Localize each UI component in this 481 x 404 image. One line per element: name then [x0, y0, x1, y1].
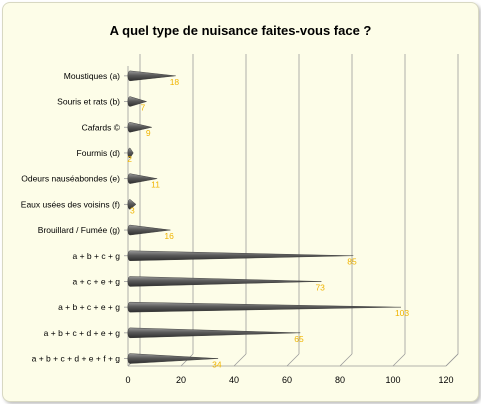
data-label: 18	[170, 77, 180, 87]
chart-title: A quel type de nuisance faites-vous face…	[109, 23, 372, 38]
bar	[127, 147, 134, 159]
x-tick-label: 100	[385, 375, 400, 385]
data-label: 11	[151, 180, 160, 190]
data-label: 9	[146, 128, 151, 138]
x-tick-label: 40	[229, 375, 239, 385]
x-tick-label: 120	[438, 375, 453, 385]
bar	[127, 173, 158, 184]
data-label: 65	[294, 334, 304, 344]
category-label: Brouillard / Fumée (g)	[38, 225, 120, 235]
category-label: Cafards ©	[82, 122, 121, 132]
category-label: Moustiques (a)	[64, 71, 120, 81]
floor-gridline	[233, 353, 247, 367]
data-label: 103	[395, 308, 409, 318]
category-label: a + b + c + e + g	[58, 302, 120, 312]
bar	[127, 327, 301, 339]
data-labels: 18 7 9 2 11 3 16 85 73 103 65 34	[127, 77, 409, 370]
data-label: 73	[315, 282, 325, 292]
data-label: 2	[127, 154, 132, 164]
bar	[127, 70, 176, 82]
x-tick-label: 20	[176, 375, 186, 385]
category-labels: Moustiques (a) Souris et rats (b) Cafards …	[21, 71, 121, 364]
bar	[127, 199, 137, 210]
x-tick-label: 0	[125, 375, 130, 385]
floor-gridline	[392, 353, 406, 367]
bar	[127, 224, 171, 236]
bar	[127, 96, 148, 107]
x-tick-label: 80	[335, 375, 345, 385]
data-label: 34	[212, 360, 222, 370]
x-tick-label: 60	[282, 375, 292, 385]
floor-gridline	[286, 353, 300, 367]
category-label: a + c + e + g	[73, 276, 121, 286]
floor-edge-line	[445, 353, 459, 367]
data-label: 16	[164, 231, 174, 241]
data-label: 3	[130, 205, 135, 215]
bar	[127, 301, 401, 313]
category-label: Eaux usées des voisins (f)	[21, 199, 120, 209]
bar	[127, 250, 354, 261]
bar	[127, 122, 152, 133]
category-label: Souris et rats (b)	[57, 97, 120, 107]
category-label: a + b + c + g	[73, 251, 121, 261]
data-label: 7	[141, 103, 146, 113]
x-tick-labels: 0 20 40 60 80 100 120	[125, 375, 453, 385]
bar	[127, 276, 322, 287]
category-label: Odeurs nauséabondes (e)	[21, 174, 120, 184]
category-label: a + b + c + d + e + f + g	[32, 354, 121, 364]
bar	[127, 353, 219, 364]
axes	[124, 66, 459, 367]
category-label: a + b + c + d + e + g	[44, 328, 121, 338]
floor-gridline	[339, 353, 353, 367]
data-label: 85	[347, 257, 357, 267]
bars	[127, 70, 401, 364]
category-label: Fourmis (d)	[77, 148, 121, 158]
gridlines	[127, 54, 459, 367]
